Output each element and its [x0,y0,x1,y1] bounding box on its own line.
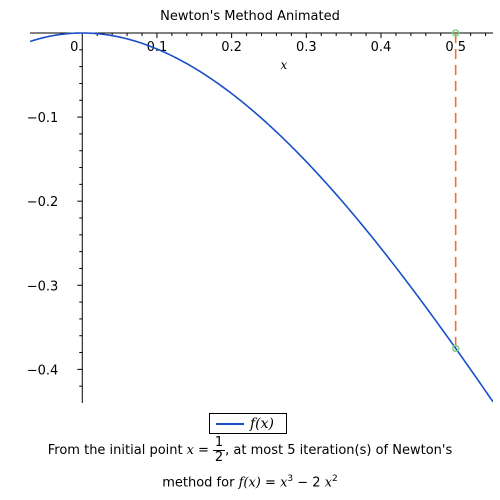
legend-swatch [216,422,244,425]
fraction-denominator: 2 [214,450,224,465]
legend-label: f(x) [250,415,275,432]
x-axis-label: x [281,58,288,72]
marks [451,29,460,353]
caption-line-2: method for f(x) = x3 − 2 x2 [0,469,500,493]
x-tick-label: 0.3 [296,40,317,55]
caption-line-1: From the initial point x = 1 2 , at most… [0,436,500,465]
iteration-point [451,344,460,353]
caption-fraction: 1 2 [212,435,226,465]
series-f-of-x [30,32,493,403]
chart-title: Newton's Method Animated [160,9,340,24]
caption-exp1: 3 [287,474,294,484]
iteration-point [451,29,460,37]
y-tick-label: −0.3 [27,279,59,294]
axes: 0 0.1 0.2 0.3 0.4 0.5−0.1−0.2−0.3−0.4x [27,32,493,403]
caption-rhs-x2: x [324,475,333,491]
fraction-numerator: 1 [212,435,226,451]
y-tick-label: −0.2 [27,195,59,210]
legend: f(x) [209,413,287,434]
caption-equals-2: = [265,475,276,491]
x-tick-label: 0.4 [371,40,392,55]
caption-suffix: , at most 5 iteration(s) of Newton's [225,442,453,458]
x-tick-label: 0.5 [445,40,466,55]
y-tick-label: −0.4 [27,363,59,378]
newton-plot: Newton's Method Animated 0 0.1 0.2 0.3 0.4 0.… [27,9,493,403]
caption-fx: f(x) [238,475,261,491]
caption-rhs-x1: x [280,475,288,491]
caption-exp2: 2 [332,474,338,484]
caption-rhs-mid: − 2 [293,475,325,491]
caption-line2-prefix: method for [162,475,235,491]
curves [30,32,493,403]
y-tick-label: −0.1 [27,111,59,126]
x-tick-label: 0.2 [221,40,242,55]
caption-equals: = [197,442,209,458]
caption-x-var: x [186,442,194,458]
x-tick-label: 0 [70,40,78,55]
caption-prefix: From the initial point [47,442,183,458]
caption: From the initial point x = 1 2 , at most… [0,436,500,493]
